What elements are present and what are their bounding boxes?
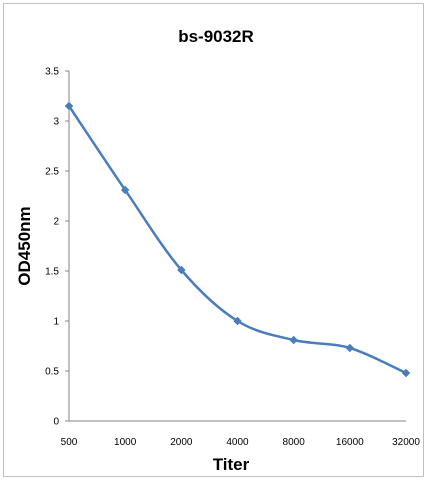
x-tick-label: 32000 [392, 437, 420, 448]
data-point-marker [401, 368, 411, 378]
data-point-marker [64, 101, 74, 111]
series-line [67, 104, 408, 375]
y-tick-label: 1 [53, 317, 59, 328]
y-ticks: 0 0.5 1 1.5 2 2.5 3 3.5 [45, 67, 69, 428]
chart-frame [3, 3, 424, 477]
x-ticks: 500 1000 2000 4000 8000 16000 32000 [61, 437, 421, 448]
x-tick-label: 1000 [114, 437, 137, 448]
y-tick-label: 3 [53, 117, 59, 128]
data-point-marker [345, 343, 355, 353]
x-tick-label: 4000 [226, 437, 249, 448]
data-point-marker [120, 185, 130, 195]
x-axis-title: Titer [213, 455, 250, 474]
chart-title: bs-9032R [178, 27, 254, 46]
y-tick-label: 0.5 [45, 367, 59, 378]
y-tick-label: 3.5 [45, 67, 59, 78]
series-layer [64, 101, 411, 378]
x-tick-label: 16000 [336, 437, 364, 448]
data-point-marker [233, 316, 242, 326]
y-tick-label: 0 [53, 417, 59, 428]
x-tick-label: 8000 [283, 437, 306, 448]
x-tick-label: 2000 [170, 437, 193, 448]
x-tick-label: 500 [61, 437, 78, 448]
y-tick-label: 2.5 [45, 167, 59, 178]
data-point-marker [176, 265, 186, 275]
data-point-marker [289, 335, 299, 345]
y-tick-label: 2 [53, 217, 59, 228]
y-axis-title: OD450nm [15, 206, 34, 285]
y-tick-label: 1.5 [45, 267, 59, 278]
